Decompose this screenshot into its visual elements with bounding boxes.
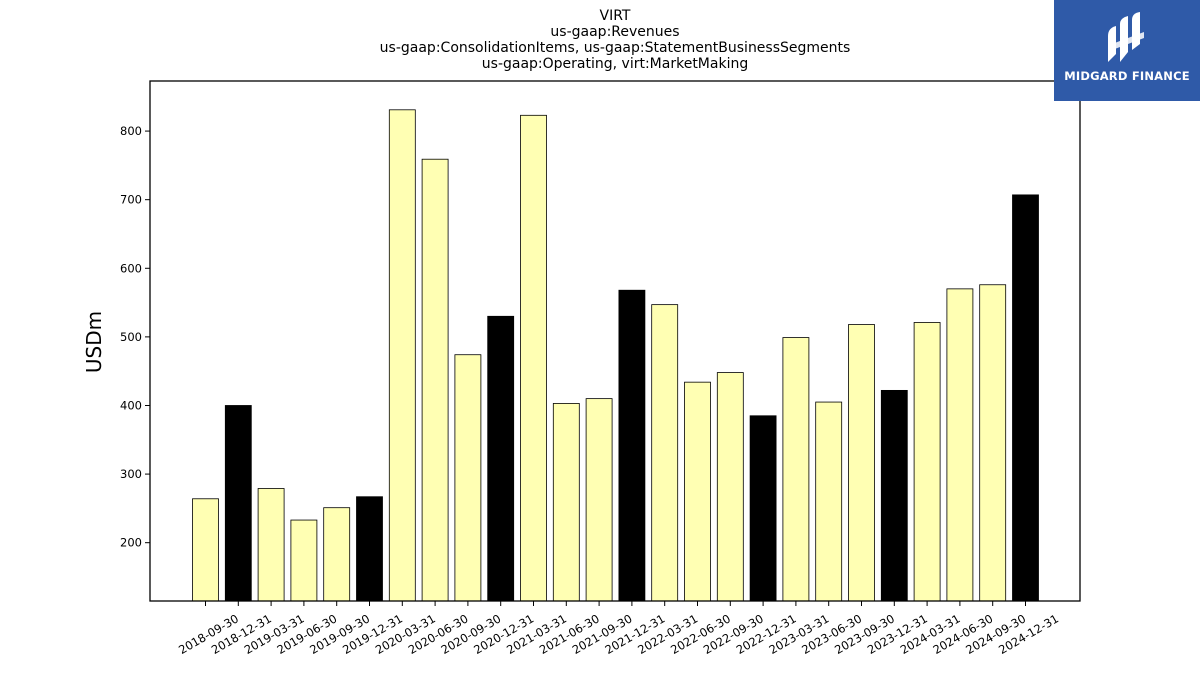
midgard-finance-logo: MIDGARD FINANCE	[1054, 0, 1200, 101]
chart-title-line: us-gaap:ConsolidationItems, us-gaap:Stat…	[380, 40, 851, 56]
y-axis: 200 300 400 500 600 700 800	[120, 124, 150, 550]
bar-2018-09-30	[192, 498, 219, 602]
y-tick-label: 500	[120, 330, 142, 344]
bar-2023-12-31	[880, 389, 908, 602]
bar-2023-06-30	[815, 401, 843, 602]
chart-title-line: us-gaap:Revenues	[550, 24, 679, 40]
plot-frame	[149, 80, 1081, 602]
bar-2020-12-31	[487, 315, 515, 602]
bar-2018-12-31	[224, 405, 252, 602]
y-tick-label: 400	[120, 398, 142, 412]
y-tick-label: 300	[120, 467, 142, 481]
bar-2020-03-31	[388, 109, 416, 602]
y-tick-label: 600	[120, 261, 142, 275]
bar-2020-09-30	[454, 354, 482, 602]
bar-2021-09-30	[585, 398, 613, 602]
bar-2022-12-31	[749, 415, 777, 602]
y-tick-label: 200	[120, 536, 142, 550]
bar-2019-06-30	[290, 519, 318, 602]
bar-2024-06-30	[946, 288, 974, 602]
bar-2019-03-31	[257, 488, 285, 602]
y-axis-label: USDm	[82, 311, 106, 373]
chart-title-line: us-gaap:Operating, virt:MarketMaking	[482, 56, 748, 72]
bar-2024-03-31	[913, 322, 941, 602]
bar-2022-03-31	[651, 304, 679, 602]
bar-2024-09-30	[979, 284, 1007, 602]
logo-text: MIDGARD FINANCE	[1064, 69, 1190, 83]
y-tick-label: 800	[120, 124, 142, 138]
bar-2020-06-30	[421, 158, 449, 602]
chart-title-line: VIRT	[600, 8, 631, 24]
bar-2021-12-31	[618, 289, 646, 602]
bar-2021-03-31	[520, 114, 547, 602]
y-tick-label: 700	[120, 193, 142, 207]
bar-2023-03-31	[782, 337, 810, 602]
midgard-logo-icon	[1108, 12, 1144, 62]
bar-2022-09-30	[716, 372, 744, 602]
chart-title: VIRT us-gaap:Revenues us-gaap:Consolidat…	[380, 8, 851, 72]
bar-2024-12-31	[1012, 194, 1039, 602]
x-axis: 2018-09-302018-12-312019-03-312019-06-30…	[176, 601, 1061, 657]
bar-2021-06-30	[552, 403, 580, 602]
bar-2023-09-30	[848, 324, 875, 602]
bars-group	[192, 109, 1039, 602]
bar-2022-06-30	[684, 381, 711, 602]
bar-2019-12-31	[356, 496, 383, 602]
bar-2019-09-30	[323, 507, 351, 602]
